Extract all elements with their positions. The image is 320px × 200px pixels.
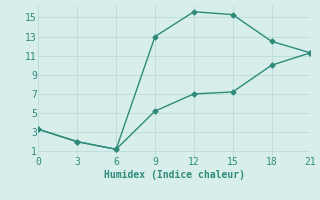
X-axis label: Humidex (Indice chaleur): Humidex (Indice chaleur) — [104, 170, 245, 180]
